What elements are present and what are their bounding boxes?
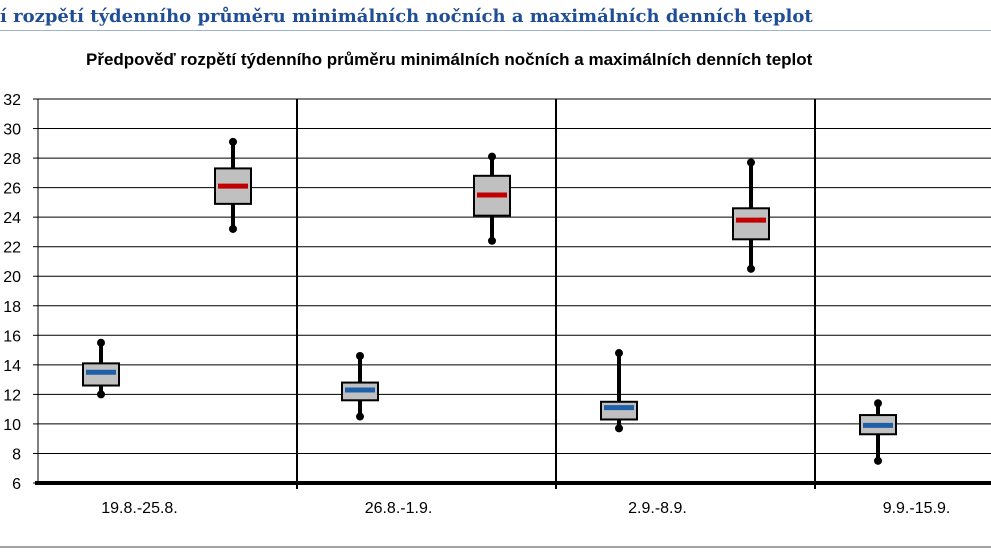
whisker-max-dot — [874, 399, 882, 408]
whisker-min-dot — [97, 390, 105, 399]
box-0-3 — [859, 399, 897, 465]
whisker-min-dot — [615, 424, 623, 433]
y-tick-label-22: 22 — [3, 240, 21, 257]
y-tick-label-10: 10 — [3, 417, 21, 434]
whisker-min-dot — [747, 264, 755, 273]
whisker-max-dot — [747, 158, 755, 167]
x-axis: 19.8.-25.8. 26.8.-1.9. 2.9.-8.9. 9.9.-15.9. — [35, 481, 991, 517]
whisker-min-dot — [356, 412, 364, 421]
y-tick-label-14: 14 — [3, 358, 21, 375]
whisker-max-dot — [356, 351, 364, 360]
whisker-min-dot — [229, 224, 237, 233]
y-axis: 6 8 10 12 14 16 18 20 22 24 26 28 30 32 — [3, 92, 39, 493]
y-tick-label-20: 20 — [3, 269, 21, 286]
y-tick-label-8: 8 — [12, 446, 21, 463]
chart-title: Předpověď rozpětí týdenního průměru mini… — [86, 50, 813, 69]
box-0-1 — [341, 351, 379, 421]
x-category-label-3: 9.9.-15.9. — [883, 500, 951, 517]
y-tick-label-32: 32 — [3, 92, 21, 109]
box-1-0 — [214, 137, 252, 233]
y-tick-label-12: 12 — [3, 387, 21, 404]
box-0-0 — [82, 338, 120, 399]
boxes — [82, 137, 897, 465]
whisker-max-dot — [488, 152, 496, 161]
box-body — [600, 400, 638, 421]
heading-divider — [0, 30, 991, 31]
gridlines — [38, 98, 991, 454]
box-1-1 — [473, 152, 511, 245]
whisker-min-dot — [488, 236, 496, 245]
y-tick-label-30: 30 — [3, 122, 21, 139]
whisker-min-dot — [874, 456, 882, 465]
y-tick-label-18: 18 — [3, 299, 21, 316]
x-category-label-0: 19.8.-25.8. — [101, 500, 178, 517]
box-plot-chart: Předpověď rozpětí týdenního průměru mini… — [0, 50, 991, 548]
box-body — [732, 207, 770, 241]
whisker-max-dot — [229, 137, 237, 146]
x-category-label-1: 26.8.-1.9. — [365, 500, 433, 517]
box-1-2 — [732, 158, 770, 273]
box-0-2 — [600, 349, 638, 433]
y-tick-label-16: 16 — [3, 328, 21, 345]
y-tick-label-26: 26 — [3, 181, 21, 198]
y-tick-label-28: 28 — [3, 151, 21, 168]
page-heading: í rozpětí týdenního průměru minimálních … — [0, 6, 813, 27]
y-tick-label-24: 24 — [3, 210, 21, 227]
whisker-max-dot — [615, 349, 623, 358]
y-tick-label-6: 6 — [12, 476, 21, 493]
x-category-label-2: 2.9.-8.9. — [628, 500, 687, 517]
whisker-max-dot — [97, 338, 105, 347]
week-separators — [296, 99, 816, 489]
